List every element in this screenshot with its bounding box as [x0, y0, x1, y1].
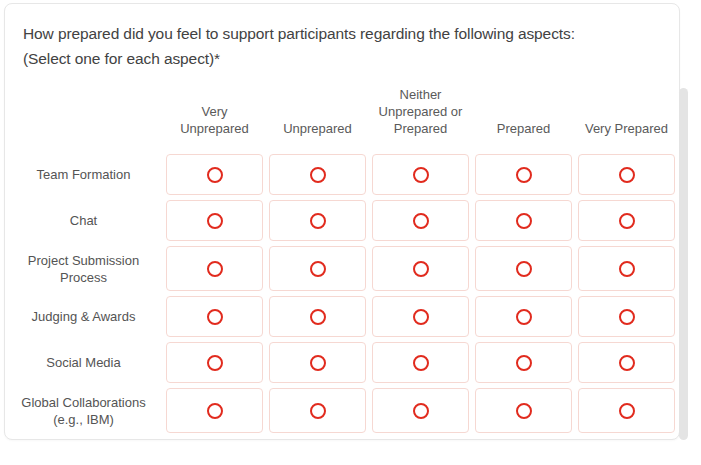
- radio-unselected-icon: [516, 261, 532, 277]
- question-card: How prepared did you feel to support par…: [4, 3, 680, 440]
- radio-cell[interactable]: [166, 154, 263, 195]
- radio-cell[interactable]: [372, 246, 469, 291]
- radio-unselected-icon: [207, 403, 223, 419]
- question-title-line1: How prepared did you feel to support par…: [23, 21, 661, 46]
- radio-unselected-icon: [516, 213, 532, 229]
- radio-unselected-icon: [310, 167, 326, 183]
- radio-cell[interactable]: [269, 342, 366, 383]
- radio-cell[interactable]: [372, 342, 469, 383]
- row-label: Judging & Awards: [7, 296, 160, 337]
- matrix-corner-spacer: [7, 85, 160, 149]
- vertical-scrollbar-thumb[interactable]: [679, 88, 688, 440]
- radio-cell[interactable]: [372, 388, 469, 433]
- radio-cell[interactable]: [372, 296, 469, 337]
- radio-cell[interactable]: [475, 154, 572, 195]
- radio-cell[interactable]: [475, 342, 572, 383]
- row-label: Project Submission Process: [7, 246, 160, 291]
- radio-cell[interactable]: [578, 200, 675, 241]
- radio-unselected-icon: [413, 213, 429, 229]
- radio-unselected-icon: [619, 213, 635, 229]
- radio-unselected-icon: [413, 355, 429, 371]
- radio-unselected-icon: [310, 213, 326, 229]
- radio-unselected-icon: [310, 261, 326, 277]
- radio-cell[interactable]: [269, 154, 366, 195]
- radio-cell[interactable]: [578, 246, 675, 291]
- row-label: Social Media: [7, 342, 160, 383]
- radio-cell[interactable]: [578, 296, 675, 337]
- radio-unselected-icon: [413, 167, 429, 183]
- column-header: Prepared: [475, 85, 572, 149]
- radio-cell[interactable]: [372, 200, 469, 241]
- radio-unselected-icon: [413, 309, 429, 325]
- radio-unselected-icon: [516, 167, 532, 183]
- radio-unselected-icon: [516, 355, 532, 371]
- row-label: Team Formation: [7, 154, 160, 195]
- radio-unselected-icon: [310, 355, 326, 371]
- column-header: Very Unprepared: [166, 85, 263, 149]
- radio-cell[interactable]: [475, 246, 572, 291]
- radio-unselected-icon: [619, 167, 635, 183]
- radio-unselected-icon: [310, 309, 326, 325]
- radio-unselected-icon: [207, 261, 223, 277]
- radio-unselected-icon: [619, 403, 635, 419]
- radio-cell[interactable]: [269, 246, 366, 291]
- question-title: How prepared did you feel to support par…: [23, 21, 661, 71]
- radio-unselected-icon: [516, 403, 532, 419]
- radio-cell[interactable]: [166, 342, 263, 383]
- radio-cell[interactable]: [166, 296, 263, 337]
- radio-cell[interactable]: [475, 296, 572, 337]
- radio-unselected-icon: [207, 167, 223, 183]
- radio-unselected-icon: [207, 309, 223, 325]
- radio-cell[interactable]: [269, 388, 366, 433]
- radio-cell[interactable]: [166, 388, 263, 433]
- radio-cell[interactable]: [269, 296, 366, 337]
- radio-unselected-icon: [619, 309, 635, 325]
- radio-cell[interactable]: [372, 154, 469, 195]
- radio-cell[interactable]: [578, 342, 675, 383]
- row-label: Chat: [7, 200, 160, 241]
- radio-unselected-icon: [619, 261, 635, 277]
- radio-unselected-icon: [413, 261, 429, 277]
- radio-unselected-icon: [207, 355, 223, 371]
- radio-unselected-icon: [207, 213, 223, 229]
- radio-unselected-icon: [619, 355, 635, 371]
- radio-cell[interactable]: [475, 388, 572, 433]
- question-title-line2: (Select one for each aspect)*: [23, 46, 661, 71]
- radio-unselected-icon: [516, 309, 532, 325]
- column-header: Very Prepared: [578, 85, 675, 149]
- column-header: Unprepared: [269, 85, 366, 149]
- row-label: Global Collaborations (e.g., IBM): [7, 388, 160, 433]
- radio-unselected-icon: [413, 403, 429, 419]
- radio-cell[interactable]: [166, 246, 263, 291]
- matrix-table: Very UnpreparedUnpreparedNeither Unprepa…: [7, 85, 679, 433]
- radio-cell[interactable]: [269, 200, 366, 241]
- column-header: Neither Unprepared or Prepared: [372, 85, 469, 149]
- radio-cell[interactable]: [475, 200, 572, 241]
- radio-unselected-icon: [310, 403, 326, 419]
- radio-cell[interactable]: [166, 200, 263, 241]
- radio-cell[interactable]: [578, 154, 675, 195]
- radio-cell[interactable]: [578, 388, 675, 433]
